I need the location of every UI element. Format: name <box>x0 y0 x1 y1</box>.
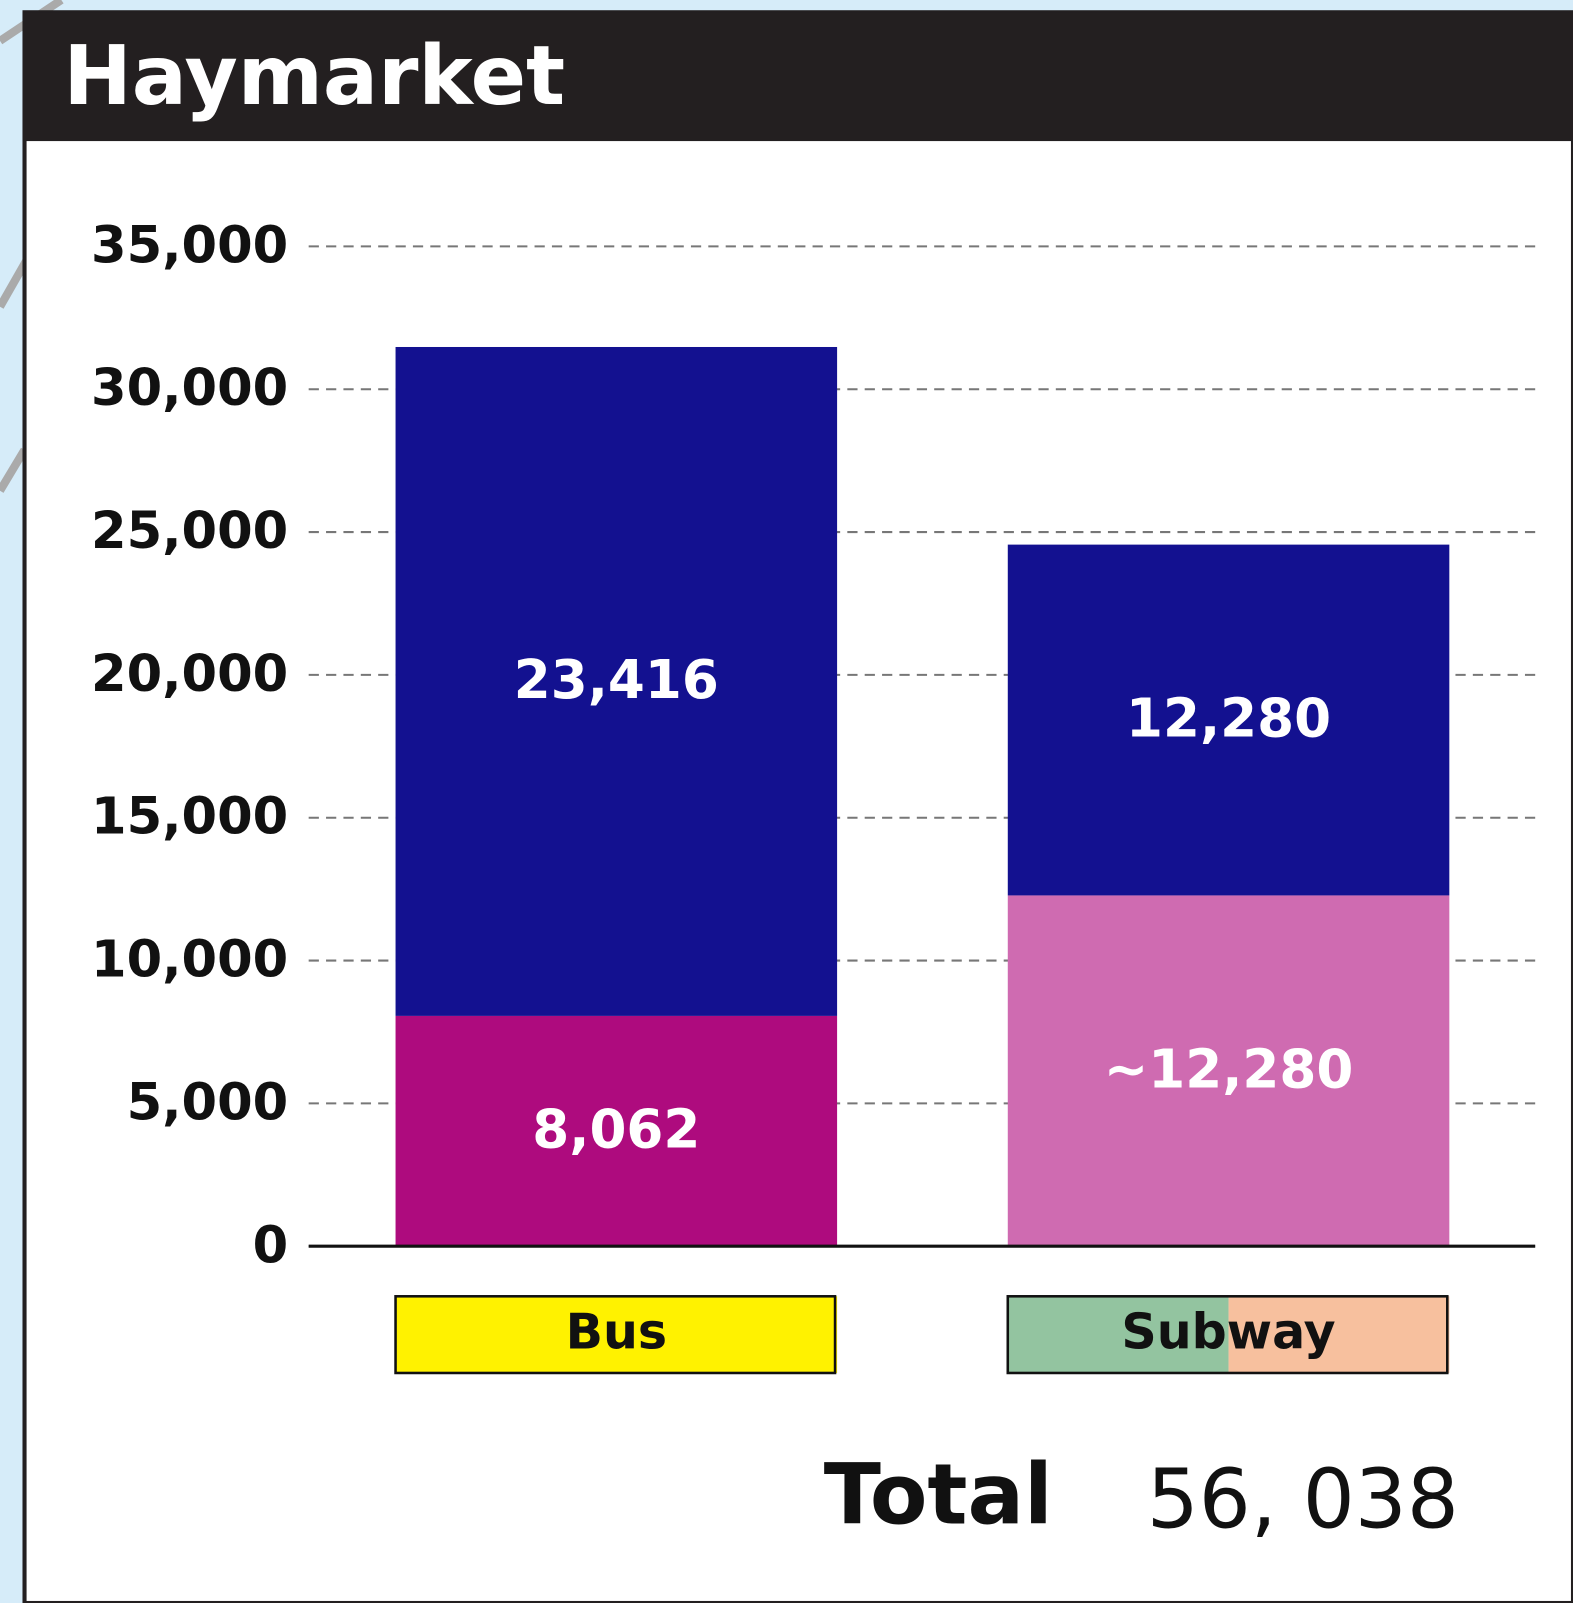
bar-segment <box>1007 544 1450 896</box>
y-tick-label: 30,000 <box>91 359 288 418</box>
y-tick-label: 35,000 <box>91 216 288 275</box>
category-box-fill <box>1007 1296 1229 1373</box>
category-box <box>394 1295 837 1375</box>
title-bar <box>22 12 1573 142</box>
total-value: 56, 038 <box>1147 1452 1459 1547</box>
category-box-fill <box>395 1296 838 1373</box>
x-tick-label: Subway <box>1121 1303 1335 1361</box>
category-box <box>1006 1295 1449 1375</box>
y-tick-label: 20,000 <box>91 645 288 704</box>
chart-title: Haymarket <box>63 29 565 124</box>
y-tick-label: 25,000 <box>91 502 288 561</box>
bar-segment <box>395 1015 838 1247</box>
y-tick-label: 0 <box>253 1216 289 1275</box>
y-tick-label: 5,000 <box>127 1073 289 1132</box>
bar-segment <box>1007 895 1450 1247</box>
x-tick-label: Bus <box>566 1303 667 1361</box>
category-box-fill <box>1228 1296 1450 1373</box>
y-tick-label: 10,000 <box>91 931 288 990</box>
data-label: 8,062 <box>532 1099 700 1161</box>
total-label: Total <box>824 1446 1053 1544</box>
bar-segment <box>395 346 838 1016</box>
data-label: 23,416 <box>514 649 719 711</box>
data-label: 12,280 <box>1126 688 1331 750</box>
data-label: ~12,280 <box>1104 1038 1354 1100</box>
y-tick-label: 15,000 <box>91 788 288 847</box>
